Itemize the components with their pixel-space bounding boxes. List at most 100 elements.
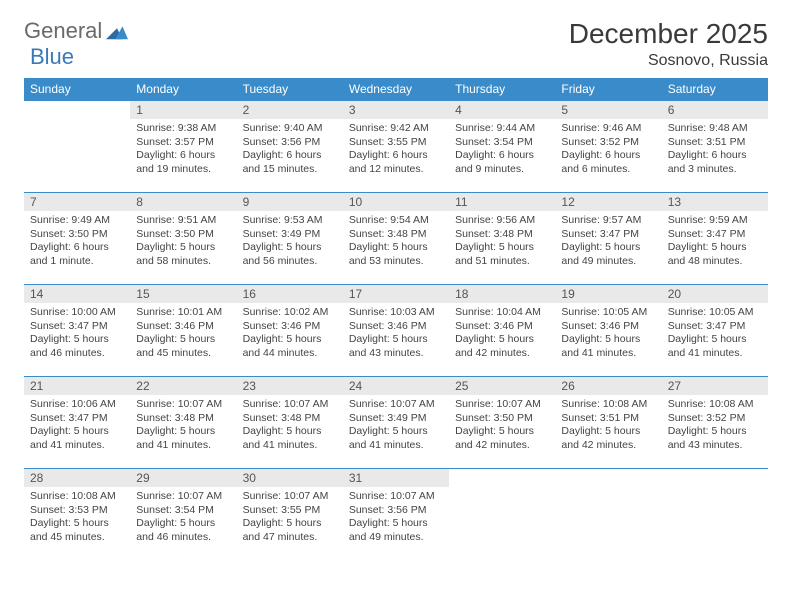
sunset-text: Sunset: 3:56 PM	[243, 136, 337, 150]
day-details: Sunrise: 10:08 AMSunset: 3:52 PMDaylight…	[662, 395, 768, 459]
calendar-day-cell: 22Sunrise: 10:07 AMSunset: 3:48 PMDaylig…	[130, 377, 236, 469]
calendar-day-cell: 21Sunrise: 10:06 AMSunset: 3:47 PMDaylig…	[24, 377, 130, 469]
sunrise-text: Sunrise: 10:05 AM	[561, 306, 655, 320]
sunrise-text: Sunrise: 9:56 AM	[455, 214, 549, 228]
day-number: 16	[237, 285, 343, 303]
day-number: 3	[343, 101, 449, 119]
daylight-text: Daylight: 5 hours and 56 minutes.	[243, 241, 337, 268]
weekday-header: Monday	[130, 78, 236, 101]
day-number: 11	[449, 193, 555, 211]
sunrise-text: Sunrise: 9:48 AM	[668, 122, 762, 136]
daylight-text: Daylight: 5 hours and 41 minutes.	[561, 333, 655, 360]
sunset-text: Sunset: 3:47 PM	[561, 228, 655, 242]
brand-logo: General	[24, 18, 130, 44]
daylight-text: Daylight: 6 hours and 9 minutes.	[455, 149, 549, 176]
calendar-day-cell: 28Sunrise: 10:08 AMSunset: 3:53 PMDaylig…	[24, 469, 130, 561]
calendar-day-cell: 10Sunrise: 9:54 AMSunset: 3:48 PMDayligh…	[343, 193, 449, 285]
weekday-header-row: Sunday Monday Tuesday Wednesday Thursday…	[24, 78, 768, 101]
calendar-day-cell: 20Sunrise: 10:05 AMSunset: 3:47 PMDaylig…	[662, 285, 768, 377]
calendar-day-cell: 13Sunrise: 9:59 AMSunset: 3:47 PMDayligh…	[662, 193, 768, 285]
day-details: Sunrise: 10:04 AMSunset: 3:46 PMDaylight…	[449, 303, 555, 367]
day-number: 15	[130, 285, 236, 303]
day-details: Sunrise: 10:07 AMSunset: 3:54 PMDaylight…	[130, 487, 236, 551]
calendar-week-row: 1Sunrise: 9:38 AMSunset: 3:57 PMDaylight…	[24, 101, 768, 193]
day-number-empty	[449, 469, 555, 487]
day-number: 6	[662, 101, 768, 119]
daylight-text: Daylight: 5 hours and 41 minutes.	[136, 425, 230, 452]
calendar-day-cell: 30Sunrise: 10:07 AMSunset: 3:55 PMDaylig…	[237, 469, 343, 561]
sunrise-text: Sunrise: 10:08 AM	[30, 490, 124, 504]
day-number: 21	[24, 377, 130, 395]
sunset-text: Sunset: 3:52 PM	[561, 136, 655, 150]
day-number: 29	[130, 469, 236, 487]
sunset-text: Sunset: 3:55 PM	[243, 504, 337, 518]
sunrise-text: Sunrise: 10:07 AM	[136, 490, 230, 504]
calendar-day-cell: 1Sunrise: 9:38 AMSunset: 3:57 PMDaylight…	[130, 101, 236, 193]
day-details: Sunrise: 10:08 AMSunset: 3:53 PMDaylight…	[24, 487, 130, 551]
calendar-day-cell: 16Sunrise: 10:02 AMSunset: 3:46 PMDaylig…	[237, 285, 343, 377]
calendar-day-cell	[662, 469, 768, 561]
calendar-week-row: 21 Sunrise: 10:06 AMSunset: 3:47 PM Daylig…	[24, 377, 768, 469]
daylight-text: Daylight: 5 hours and 41 minutes.	[349, 425, 443, 452]
sunset-text: Sunset: 3:48 PM	[136, 412, 230, 426]
day-number: 9	[237, 193, 343, 211]
sunrise-text: Sunrise: 10:08 AM	[561, 398, 655, 412]
sunset-text: Sunset: 3:57 PM	[136, 136, 230, 150]
calendar-day-cell: 9Sunrise: 9:53 AMSunset: 3:49 PMDaylight…	[237, 193, 343, 285]
calendar-day-cell	[555, 469, 661, 561]
calendar-day-cell: 26Sunrise: 10:08 AMSunset: 3:51 PMDaylig…	[555, 377, 661, 469]
daylight-text: Daylight: 5 hours and 42 minutes.	[455, 425, 549, 452]
sunset-text: Sunset: 3:52 PM	[668, 412, 762, 426]
calendar-table: Sunday Monday Tuesday Wednesday Thursday…	[24, 78, 768, 561]
day-number: 26	[555, 377, 661, 395]
day-number: 18	[449, 285, 555, 303]
daylight-text: Daylight: 5 hours and 53 minutes.	[349, 241, 443, 268]
sunset-text: Sunset: 3:48 PM	[455, 228, 549, 242]
day-details: Sunrise: 9:38 AMSunset: 3:57 PMDaylight:…	[130, 119, 236, 183]
calendar-week-row: 28Sunrise: 10:08 AMSunset: 3:53 PMDaylig…	[24, 469, 768, 561]
daylight-text: Daylight: 6 hours and 19 minutes.	[136, 149, 230, 176]
calendar-day-cell: 14Sunrise: 10:00 AMSunset: 3:47 PMDaylig…	[24, 285, 130, 377]
calendar-day-cell: 15Sunrise: 10:01 AMSunset: 3:46 PMDaylig…	[130, 285, 236, 377]
sunrise-text: Sunrise: 10:06 AM	[30, 398, 124, 412]
day-details: Sunrise: 9:49 AMSunset: 3:50 PMDaylight:…	[24, 211, 130, 275]
sunset-text: Sunset: 3:50 PM	[136, 228, 230, 242]
daylight-text: Daylight: 5 hours and 43 minutes.	[349, 333, 443, 360]
day-details: Sunrise: 9:54 AMSunset: 3:48 PMDaylight:…	[343, 211, 449, 275]
brand-part1: General	[24, 18, 102, 44]
daylight-text: Daylight: 5 hours and 41 minutes.	[668, 333, 762, 360]
sunset-text: Sunset: 3:50 PM	[455, 412, 549, 426]
daylight-text: Daylight: 5 hours and 58 minutes.	[136, 241, 230, 268]
day-details: Sunrise: 10:07 AMSunset: 3:48 PMDaylight…	[237, 395, 343, 459]
day-number: 25	[449, 377, 555, 395]
calendar-day-cell: 4Sunrise: 9:44 AMSunset: 3:54 PMDaylight…	[449, 101, 555, 193]
day-number: 13	[662, 193, 768, 211]
day-number: 5	[555, 101, 661, 119]
day-details: Sunrise: 9:40 AMSunset: 3:56 PMDaylight:…	[237, 119, 343, 183]
daylight-text: Daylight: 6 hours and 6 minutes.	[561, 149, 655, 176]
sunset-text: Sunset: 3:53 PM	[30, 504, 124, 518]
day-number: 2	[237, 101, 343, 119]
day-details: Sunrise: 9:56 AMSunset: 3:48 PMDaylight:…	[449, 211, 555, 275]
day-details: Sunrise: 9:53 AMSunset: 3:49 PMDaylight:…	[237, 211, 343, 275]
daylight-text: Daylight: 6 hours and 12 minutes.	[349, 149, 443, 176]
calendar-week-row: 7Sunrise: 9:49 AMSunset: 3:50 PMDaylight…	[24, 193, 768, 285]
day-number: 10	[343, 193, 449, 211]
daylight-text: Daylight: 6 hours and 3 minutes.	[668, 149, 762, 176]
weekday-header: Thursday	[449, 78, 555, 101]
daylight-text: Daylight: 5 hours and 49 minutes.	[561, 241, 655, 268]
day-number: 17	[343, 285, 449, 303]
day-number: 14	[24, 285, 130, 303]
sunset-text: Sunset: 3:48 PM	[243, 412, 337, 426]
sunset-text: Sunset: 3:47 PM	[30, 412, 124, 426]
weekday-header: Friday	[555, 78, 661, 101]
sunrise-text: Sunrise: 10:07 AM	[349, 490, 443, 504]
calendar-day-cell	[449, 469, 555, 561]
day-details: Sunrise: 10:07 AMSunset: 3:56 PMDaylight…	[343, 487, 449, 551]
day-details: Sunrise: 10:08 AMSunset: 3:51 PMDaylight…	[555, 395, 661, 459]
weekday-header: Saturday	[662, 78, 768, 101]
daylight-text: Daylight: 6 hours and 1 minute.	[30, 241, 124, 268]
sunrise-text: Sunrise: 10:07 AM	[349, 398, 443, 412]
day-number: 7	[24, 193, 130, 211]
sunset-text: Sunset: 3:54 PM	[455, 136, 549, 150]
